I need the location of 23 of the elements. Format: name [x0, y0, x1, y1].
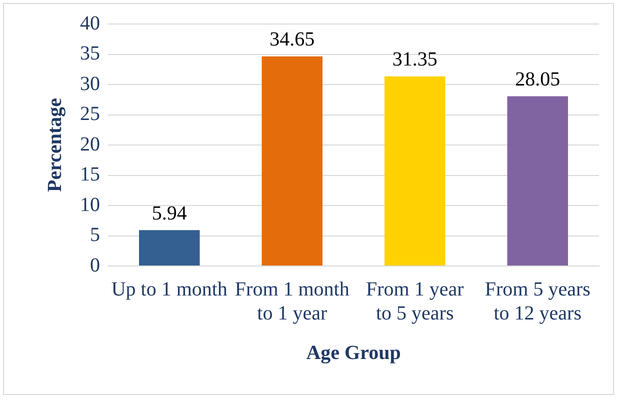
data-label: 5.94 — [152, 202, 187, 224]
x-tick-label: From 1 month to 1 year — [234, 278, 350, 324]
bar — [138, 230, 200, 266]
x-axis-title: Age Group — [306, 342, 401, 364]
y-tick-label: 15 — [80, 164, 100, 186]
x-tick-label: From 1 year to 5 years — [366, 278, 464, 324]
x-tick-label: From 5 years to 12 years — [484, 278, 591, 324]
y-tick-label: 40 — [80, 12, 100, 34]
data-label: 31.35 — [392, 48, 438, 71]
bar — [507, 96, 568, 266]
y-tick-label: 10 — [80, 194, 100, 216]
y-tick-label: 5 — [90, 224, 100, 246]
y-tick-label: 35 — [80, 42, 100, 64]
y-tick-label: 30 — [80, 72, 100, 95]
y-tick-label: 25 — [80, 103, 100, 125]
y-tick-label: 0 — [90, 254, 100, 276]
data-label: 28.05 — [515, 68, 560, 91]
bar — [262, 56, 323, 266]
bar — [384, 76, 446, 266]
data-label: 34.65 — [270, 28, 315, 51]
x-tick-label: Up to 1 month — [111, 278, 228, 300]
y-tick-label: 20 — [80, 133, 100, 156]
y-axis-title: Percentage — [44, 98, 66, 192]
